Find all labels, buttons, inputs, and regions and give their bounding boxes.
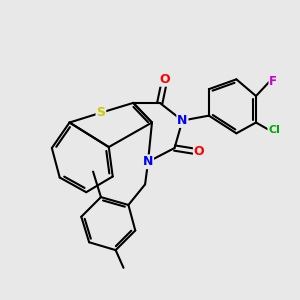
Text: Cl: Cl bbox=[268, 125, 280, 135]
Text: N: N bbox=[143, 155, 153, 168]
Text: O: O bbox=[159, 73, 170, 86]
Text: S: S bbox=[96, 106, 105, 119]
Text: N: N bbox=[177, 114, 188, 127]
Text: O: O bbox=[194, 146, 204, 158]
Text: F: F bbox=[269, 75, 277, 88]
